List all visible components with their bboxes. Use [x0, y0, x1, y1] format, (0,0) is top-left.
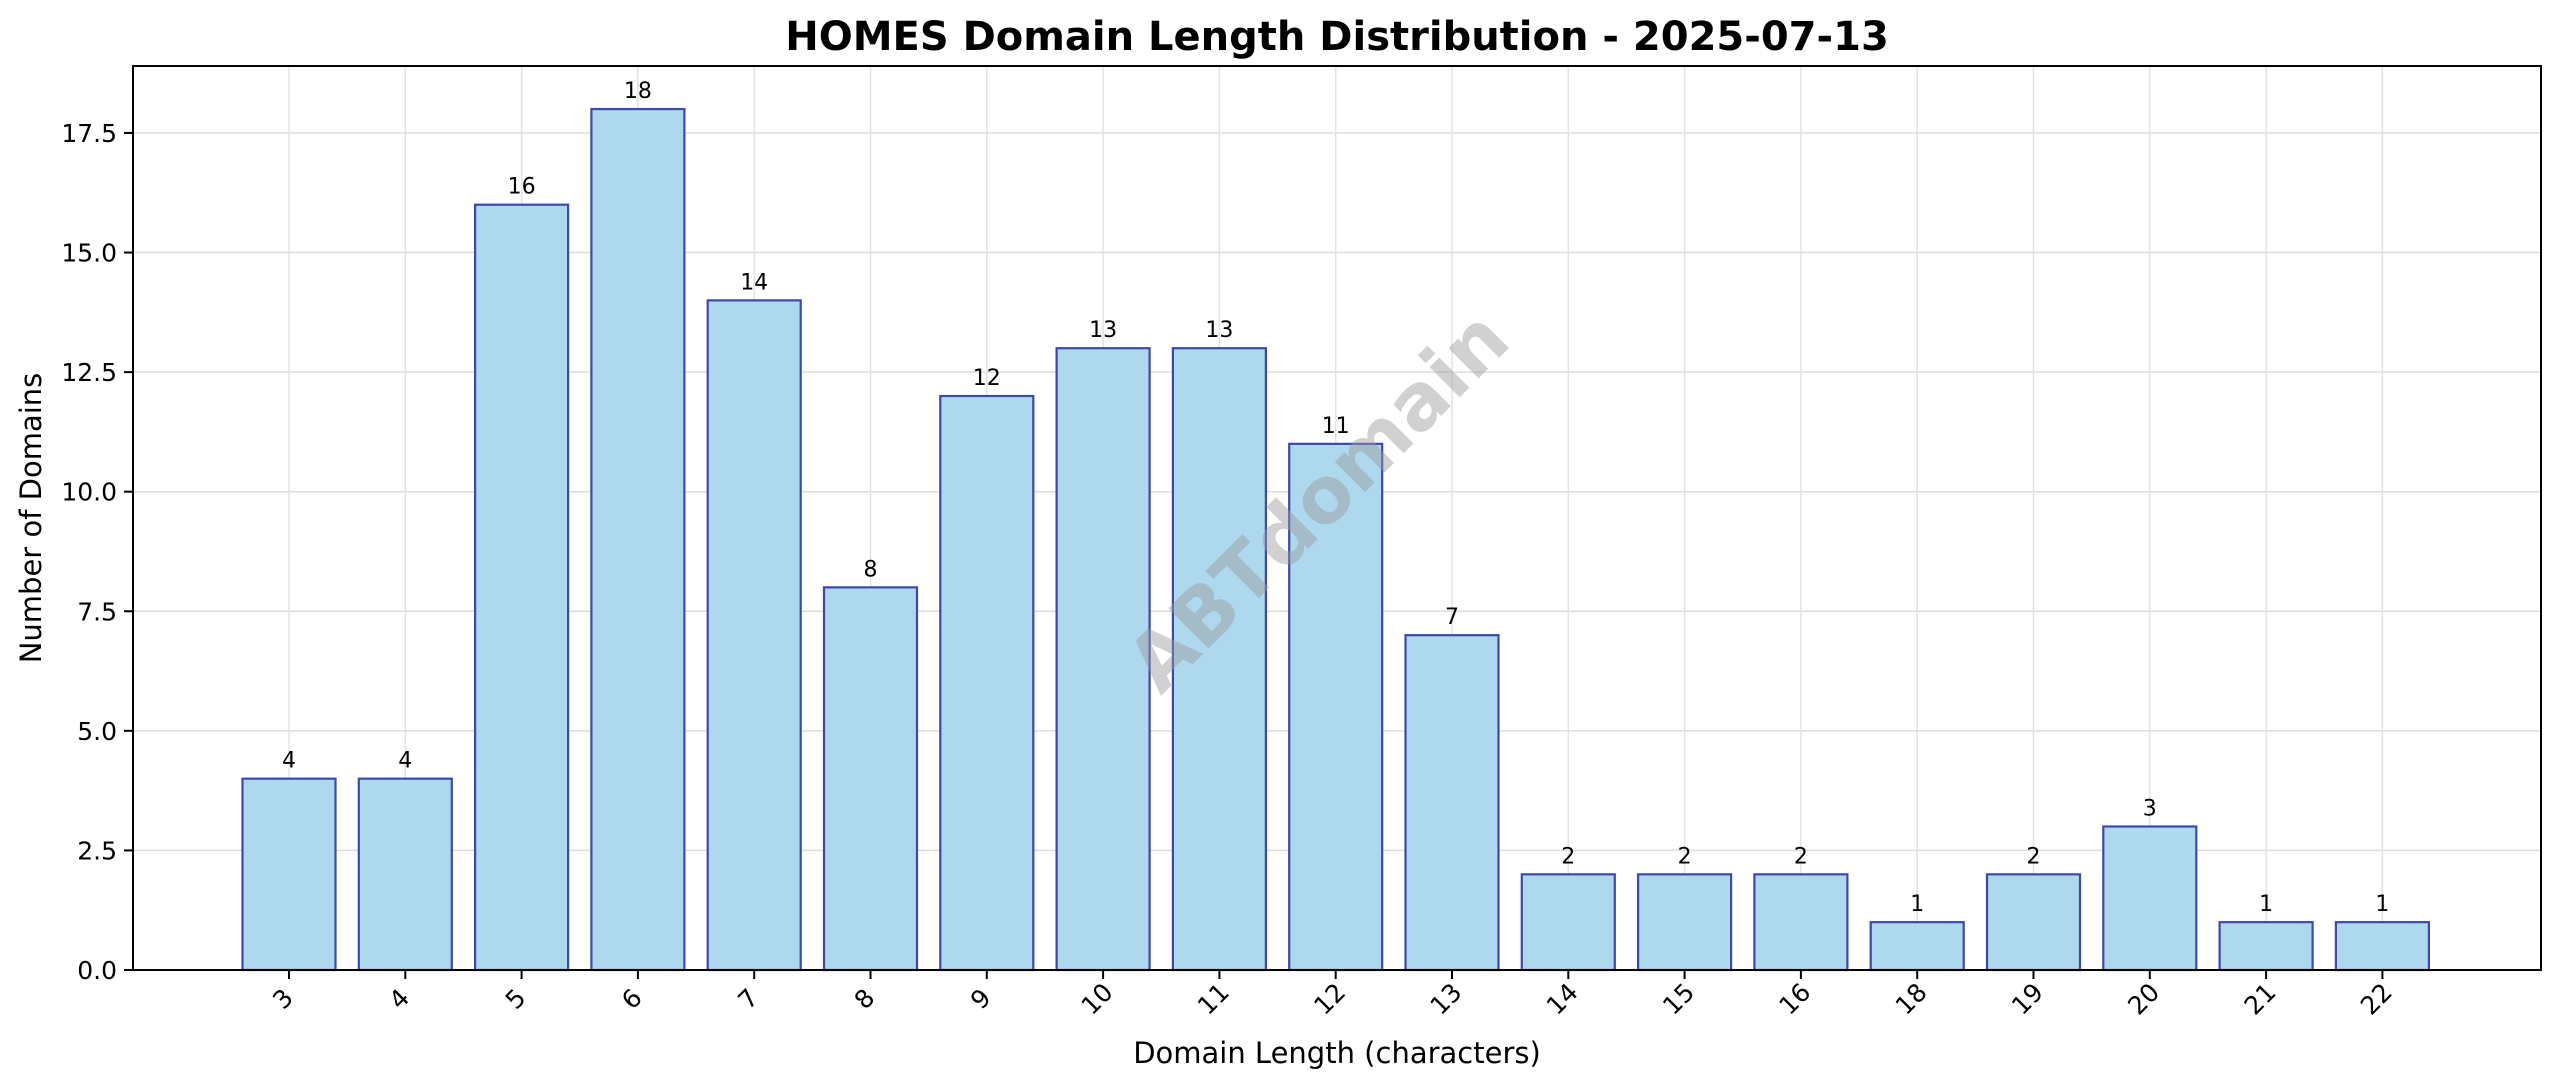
- x-tick-label: 15: [1657, 977, 1700, 1020]
- x-tick-label: 21: [2239, 977, 2282, 1020]
- bar-value-label: 4: [282, 749, 296, 774]
- bar: [1520, 873, 1616, 972]
- bar-value-label: 2: [1678, 844, 1692, 869]
- bar-value-label: 13: [1205, 318, 1233, 343]
- x-tick-label: 11: [1192, 977, 1235, 1020]
- bars: [241, 107, 2430, 972]
- bar: [590, 107, 686, 972]
- bar: [241, 777, 337, 972]
- bar: [1055, 347, 1151, 972]
- bar: [474, 203, 570, 972]
- y-tick-label: 15.0: [61, 239, 117, 268]
- x-tick-label: 12: [1308, 977, 1351, 1020]
- bar: [2218, 921, 2314, 972]
- x-tick-label: 8: [849, 983, 881, 1015]
- bar: [939, 394, 1035, 972]
- x-tick-label: 9: [965, 983, 997, 1015]
- y-tick-label: 2.5: [77, 836, 117, 865]
- bar-value-label: 13: [1089, 318, 1117, 343]
- bar: [822, 586, 919, 972]
- x-axis-label: Domain Length (characters): [1133, 1036, 1541, 1070]
- y-tick-label: 0.0: [77, 956, 117, 985]
- x-tick-label: 20: [2122, 977, 2165, 1020]
- y-tick-label: 10.0: [61, 478, 117, 507]
- x-tick-label: 19: [2006, 977, 2049, 1020]
- bar: [357, 777, 453, 972]
- bar-value-label: 14: [740, 270, 768, 295]
- x-tick-label: 13: [1424, 977, 1467, 1020]
- bar: [706, 299, 802, 972]
- bar: [1171, 347, 1268, 972]
- bar-value-label: 2: [1561, 844, 1575, 869]
- x-tick-label: 5: [500, 983, 532, 1015]
- y-tick-label: 7.5: [77, 597, 117, 626]
- bar-value-label: 12: [973, 366, 1001, 391]
- x-ticks: 3 4 5 6 7 8 9 10 11 12 13 14 15 16 18 19 20 21 22: [267, 970, 2398, 1020]
- bar: [1404, 634, 1500, 972]
- x-tick-label: 18: [1890, 977, 1933, 1020]
- chart-title: HOMES Domain Length Distribution - 2025-…: [785, 14, 1889, 60]
- x-tick-label: 22: [2355, 977, 2398, 1020]
- bar-value-label: 1: [2259, 892, 2273, 917]
- bar-value-label: 16: [508, 175, 536, 200]
- x-tick-label: 6: [616, 983, 648, 1015]
- bar: [1869, 921, 1965, 972]
- bar-value-label: 2: [1794, 844, 1808, 869]
- bar: [1753, 873, 1849, 972]
- bar-value-label: 18: [624, 79, 652, 104]
- x-tick-label: 4: [383, 983, 415, 1015]
- x-tick-label: 16: [1773, 977, 1816, 1020]
- y-tick-label: 17.5: [61, 119, 117, 148]
- bar-value-label: 7: [1445, 605, 1459, 630]
- y-tick-label: 5.0: [77, 717, 117, 746]
- bar-value-label: 1: [1910, 892, 1924, 917]
- bar-value-label: 11: [1322, 414, 1350, 439]
- bar-value-label: 2: [2027, 844, 2041, 869]
- bar-value-label: 1: [2375, 892, 2389, 917]
- y-ticks: 0.0 2.5 5.0 7.5 10.0 12.5 15.0 17.5: [61, 119, 133, 985]
- bar: [1636, 873, 1733, 972]
- x-tick-label: 14: [1541, 977, 1584, 1020]
- x-tick-label: 7: [732, 983, 764, 1015]
- bar-value-label: 8: [864, 557, 878, 582]
- x-tick-label: 10: [1076, 977, 1119, 1020]
- bar: [1985, 873, 2082, 972]
- y-axis-label: Number of Domains: [14, 373, 48, 664]
- y-tick-label: 12.5: [61, 358, 117, 387]
- bar-value-label: 4: [398, 749, 412, 774]
- plot-frame: [132, 65, 2542, 971]
- bar-value-label: 3: [2143, 797, 2157, 822]
- bar: [2102, 825, 2198, 972]
- x-tick-label: 3: [267, 983, 299, 1015]
- bar: [2334, 921, 2430, 972]
